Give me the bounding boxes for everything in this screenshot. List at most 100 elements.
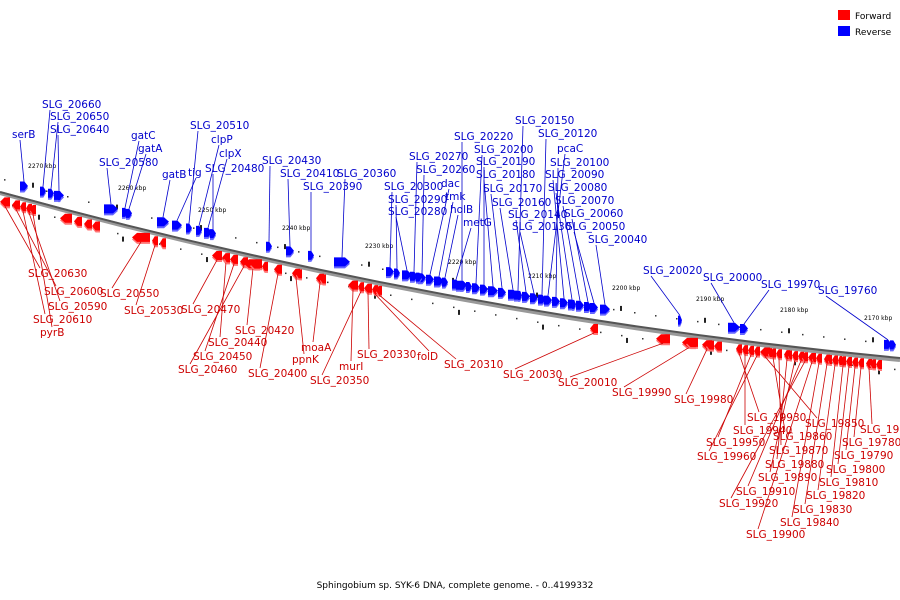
reverse-gene-arrow[interactable] <box>590 302 598 312</box>
reverse-gene-label[interactable]: SLG_20290 <box>388 194 447 206</box>
reverse-gene-label[interactable]: tmk <box>445 191 466 203</box>
reverse-gene-label[interactable]: dac <box>441 178 460 190</box>
forward-gene-label[interactable]: SLG_20630 <box>28 268 87 280</box>
forward-gene-arrow[interactable] <box>152 236 158 246</box>
forward-gene-arrow[interactable] <box>0 197 10 207</box>
reverse-gene-arrow[interactable] <box>426 274 434 284</box>
forward-gene-arrow[interactable] <box>742 345 748 355</box>
reverse-gene-label[interactable]: SLG_20060 <box>564 208 623 220</box>
reverse-gene-label[interactable]: SLG_20430 <box>262 155 321 167</box>
reverse-gene-arrow[interactable] <box>157 217 169 227</box>
reverse-gene-label[interactable]: SLG_20510 <box>190 120 249 132</box>
reverse-gene-arrow[interactable] <box>210 229 216 239</box>
forward-gene-arrow[interactable] <box>736 344 742 354</box>
reverse-gene-label[interactable]: SLG_20280 <box>388 206 447 218</box>
forward-gene-label[interactable]: SLG_19780 <box>842 437 900 449</box>
reverse-gene-arrow[interactable] <box>172 220 182 230</box>
forward-gene-label[interactable]: folD <box>417 351 438 363</box>
forward-gene-arrow[interactable] <box>776 349 782 359</box>
forward-gene-arrow[interactable] <box>828 354 832 364</box>
reverse-gene-label[interactable]: SLG_20660 <box>42 99 101 111</box>
reverse-gene-arrow[interactable] <box>196 225 202 235</box>
forward-gene-arrow[interactable] <box>212 251 222 261</box>
forward-gene-arrow[interactable] <box>60 213 72 223</box>
reverse-gene-label[interactable]: SLG_20170 <box>483 183 542 195</box>
reverse-gene-label[interactable]: clpX <box>219 148 242 160</box>
reverse-gene-label[interactable]: gatC <box>131 130 156 142</box>
forward-gene-arrow[interactable] <box>858 358 864 368</box>
forward-gene-arrow[interactable] <box>870 359 876 369</box>
forward-gene-arrow[interactable] <box>274 264 282 274</box>
reverse-gene-arrow[interactable] <box>472 283 480 293</box>
reverse-gene-arrow[interactable] <box>572 299 576 309</box>
reverse-gene-arrow[interactable] <box>442 277 448 287</box>
forward-gene-arrow[interactable] <box>788 350 792 360</box>
reverse-gene-arrow[interactable] <box>518 290 522 300</box>
forward-gene-label[interactable]: pyrB <box>40 327 64 339</box>
reverse-gene-label[interactable]: metG <box>463 217 492 229</box>
reverse-gene-arrow[interactable] <box>544 295 552 305</box>
reverse-gene-arrow[interactable] <box>890 340 896 350</box>
reverse-gene-arrow[interactable] <box>576 300 584 310</box>
reverse-gene-label[interactable]: SLG_20080 <box>548 182 607 194</box>
forward-gene-label[interactable]: SLG_20550 <box>100 288 159 300</box>
forward-gene-arrow[interactable] <box>832 355 838 365</box>
forward-gene-arrow[interactable] <box>30 204 36 214</box>
forward-gene-arrow[interactable] <box>376 285 382 295</box>
reverse-gene-arrow[interactable] <box>402 270 412 280</box>
reverse-gene-arrow[interactable] <box>560 298 568 308</box>
reverse-gene-arrow[interactable] <box>522 291 530 301</box>
forward-gene-label[interactable]: SLG_19950 <box>706 437 765 449</box>
forward-gene-label[interactable]: SLG_19990 <box>612 387 671 399</box>
reverse-gene-label[interactable]: SLG_20650 <box>50 111 109 123</box>
reverse-gene-label[interactable]: SLG_20150 <box>515 115 574 127</box>
forward-gene-label[interactable]: SLG_20610 <box>33 314 92 326</box>
forward-gene-arrow[interactable] <box>768 348 772 358</box>
reverse-gene-label[interactable]: SLG_20020 <box>643 265 702 277</box>
forward-gene-label[interactable]: SLG_19920 <box>719 498 778 510</box>
forward-gene-label[interactable]: SLG_19830 <box>793 504 852 516</box>
reverse-gene-label[interactable]: SLG_20130 <box>512 221 571 233</box>
forward-gene-arrow[interactable] <box>706 340 714 350</box>
forward-gene-arrow[interactable] <box>838 356 842 366</box>
forward-gene-label[interactable]: SLG_20440 <box>208 337 267 349</box>
reverse-gene-label[interactable]: tig <box>188 167 202 179</box>
forward-gene-label[interactable]: SLG_19900 <box>746 529 805 541</box>
reverse-gene-arrow[interactable] <box>40 186 46 196</box>
forward-gene-arrow[interactable] <box>230 254 238 264</box>
forward-gene-label[interactable]: SLG_20450 <box>193 351 252 363</box>
forward-gene-arrow[interactable] <box>296 269 302 279</box>
forward-gene-arrow[interactable] <box>364 283 372 293</box>
forward-gene-label[interactable]: SLG_19860 <box>773 431 832 443</box>
forward-gene-label[interactable]: SLG_20350 <box>310 375 369 387</box>
forward-gene-arrow[interactable] <box>224 253 230 263</box>
reverse-gene-label[interactable]: SLG_20160 <box>492 197 551 209</box>
forward-gene-arrow[interactable] <box>816 353 822 363</box>
reverse-gene-arrow[interactable] <box>552 296 560 306</box>
reverse-gene-arrow[interactable] <box>460 280 466 290</box>
forward-gene-label[interactable]: SLG_19810 <box>819 477 878 489</box>
reverse-gene-label[interactable]: SLG_20260 <box>416 164 475 176</box>
reverse-gene-arrow[interactable] <box>386 267 394 277</box>
forward-gene-label[interactable]: SLG_19790 <box>834 450 893 462</box>
forward-gene-arrow[interactable] <box>590 323 598 333</box>
forward-gene-arrow[interactable] <box>160 238 166 248</box>
forward-gene-label[interactable]: SLG_19880 <box>765 459 824 471</box>
forward-gene-label[interactable]: SLG_19960 <box>697 451 756 463</box>
reverse-gene-arrow[interactable] <box>466 281 472 291</box>
forward-gene-arrow[interactable] <box>92 221 100 231</box>
reverse-gene-arrow[interactable] <box>394 268 400 278</box>
reverse-gene-arrow[interactable] <box>600 304 610 314</box>
reverse-gene-arrow[interactable] <box>186 223 192 233</box>
reverse-gene-arrow[interactable] <box>126 208 132 218</box>
reverse-gene-label[interactable]: SLG_20640 <box>50 124 109 136</box>
reverse-gene-label[interactable]: SLG_20390 <box>303 181 362 193</box>
forward-gene-label[interactable]: SLG_20030 <box>503 369 562 381</box>
forward-gene-arrow[interactable] <box>852 357 858 367</box>
forward-gene-label[interactable]: SLG_19840 <box>780 517 839 529</box>
reverse-gene-label[interactable]: SLG_20000 <box>703 272 762 284</box>
forward-gene-arrow[interactable] <box>132 232 150 242</box>
reverse-gene-label[interactable]: SLG_20140 <box>508 209 567 221</box>
forward-gene-arrow[interactable] <box>686 338 696 348</box>
reverse-gene-label[interactable]: SLG_20410 <box>280 168 339 180</box>
